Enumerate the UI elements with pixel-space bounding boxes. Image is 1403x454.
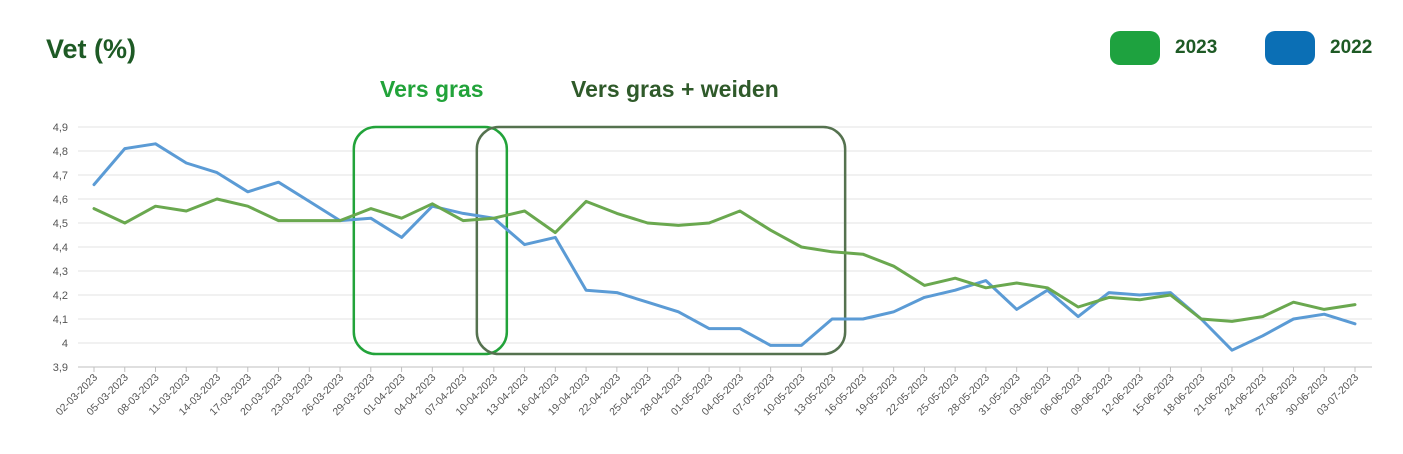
legend-item-2022: 2022 [1265,31,1372,65]
legend-label-2022: 2022 [1330,37,1373,58]
series-line-2023 [92,197,1357,323]
annotation-label-vers-gras: Vers gras [380,76,484,102]
legend-item-2023: 2023 [1110,31,1217,65]
y-tick-label: 4,6 [53,194,68,206]
y-tick-label: 4,1 [53,314,68,326]
y-tick-label: 4,4 [53,242,68,254]
y-tick-label: 4,5 [53,218,68,230]
legend-swatch-2022 [1265,31,1315,65]
y-tick-label: 3,9 [53,362,68,374]
series-line-2022 [92,142,1357,352]
annotation-boxes [352,125,847,356]
y-tick-label: 4,8 [53,146,68,158]
legend-label-2023: 2023 [1175,37,1218,58]
annotation-box [475,125,847,356]
y-tick-label: 4 [62,338,68,350]
grid-lines [78,126,1372,368]
annotation-box [352,125,509,356]
y-tick-label: 4,9 [53,122,68,134]
y-tick-label: 4,3 [53,266,68,278]
y-tick-label: 4,7 [53,170,68,182]
legend-swatch-2023 [1110,31,1160,65]
x-axis-ticks: 02-03-202305-03-202308-03-202311-03-2023… [54,367,1361,418]
series-lines [92,142,1357,352]
y-tick-label: 4,2 [53,290,68,302]
y-axis-ticks: 3,9 4 4,1 4,2 4,3 4,4 4,5 4,6 4,7 4,8 4,9 [53,122,68,374]
annotation-label-vers-gras-weiden: Vers gras + weiden [571,76,779,102]
chart-title: Vet (%) [46,34,137,64]
